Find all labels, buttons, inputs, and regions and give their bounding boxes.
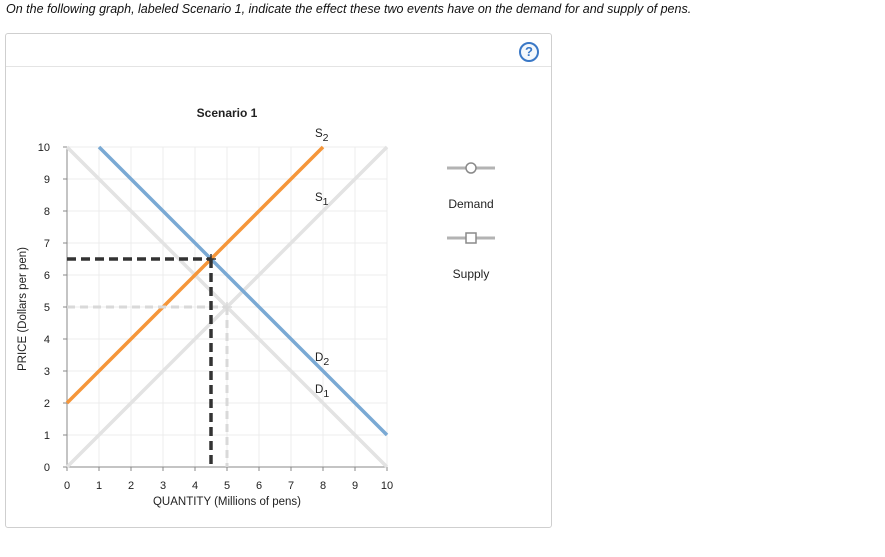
curve-label-s1: S1: [315, 192, 329, 208]
y-tick-label: 0: [44, 462, 50, 474]
x-tick-label: 10: [381, 480, 393, 492]
x-tick-label: 6: [256, 480, 262, 492]
x-tick-label: 1: [96, 480, 102, 492]
x-axis-title: QUANTITY (Millions of pens): [153, 496, 301, 508]
y-tick-label: 1: [44, 430, 50, 442]
y-axis-title: PRICE (Dollars per pen): [17, 247, 29, 371]
chart-title: Scenario 1: [197, 106, 258, 120]
y-tick-label: 2: [44, 398, 50, 410]
graph-panel: ?: [5, 33, 552, 528]
x-tick-label: 0: [64, 480, 70, 492]
x-tick-label: 3: [160, 480, 166, 492]
panel-header: ?: [6, 34, 551, 67]
legend-supply-label: Supply: [453, 267, 490, 281]
curve-s2[interactable]: [65, 145, 325, 405]
curve-label-d2: D2: [315, 352, 329, 368]
help-icon[interactable]: ?: [519, 42, 539, 62]
legend-demand-marker[interactable]: [465, 162, 477, 174]
y-tick-label: 4: [44, 334, 50, 346]
x-tick-label: 2: [128, 480, 134, 492]
x-tick-label: 8: [320, 480, 326, 492]
x-tick-label: 9: [352, 480, 358, 492]
x-tick-label: 4: [192, 480, 198, 492]
curve-label-d1: D1: [315, 384, 329, 400]
question-text: On the following graph, labeled Scenario…: [6, 2, 692, 16]
y-tick-label: 10: [38, 142, 50, 154]
y-tick-label: 7: [44, 238, 50, 250]
legend-supply-marker[interactable]: [465, 232, 477, 244]
y-tick-label: 5: [44, 302, 50, 314]
y-tick-label: 6: [44, 270, 50, 282]
x-tick-label: 7: [288, 480, 294, 492]
y-tick-label: 8: [44, 206, 50, 218]
legend-demand-label: Demand: [448, 197, 493, 211]
x-tick-label: 5: [224, 480, 230, 492]
y-tick-label: 9: [44, 174, 50, 186]
curve-label-s2: S2: [315, 128, 329, 144]
y-tick-label: 3: [44, 366, 50, 378]
curve-d2[interactable]: [97, 145, 389, 437]
